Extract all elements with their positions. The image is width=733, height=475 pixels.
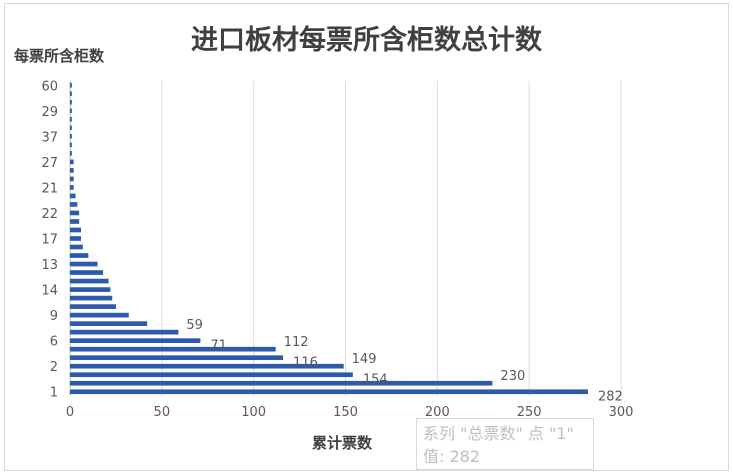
chart-title: 进口板材每票所含柜数总计数 bbox=[191, 25, 542, 56]
bar bbox=[70, 227, 82, 233]
bar bbox=[70, 261, 98, 267]
bar bbox=[70, 244, 83, 250]
bar bbox=[70, 355, 284, 361]
bar bbox=[70, 380, 493, 386]
y-tick-label: 2 bbox=[50, 360, 58, 375]
bar bbox=[70, 168, 74, 173]
x-tick-label: 0 bbox=[66, 405, 74, 420]
bar bbox=[70, 185, 74, 190]
data-label: 154 bbox=[363, 373, 388, 388]
bar bbox=[70, 99, 72, 105]
y-tick-label: 17 bbox=[41, 233, 58, 248]
data-label: 71 bbox=[210, 339, 227, 354]
bar bbox=[70, 312, 129, 318]
y-axis-title: 每票所含柜数 bbox=[14, 47, 105, 65]
x-tick-label: 300 bbox=[609, 405, 634, 420]
bar bbox=[70, 176, 74, 182]
bar bbox=[70, 116, 72, 122]
tooltip-value: 值: 282 bbox=[423, 447, 481, 466]
y-tick-label: 6 bbox=[50, 335, 58, 350]
bar bbox=[70, 321, 148, 326]
bar bbox=[70, 91, 72, 97]
x-tick-label: 150 bbox=[333, 405, 358, 420]
bar bbox=[70, 202, 78, 207]
y-tick-label: 27 bbox=[41, 156, 58, 171]
bar bbox=[70, 338, 201, 344]
bar bbox=[70, 210, 80, 216]
y-tick-label: 14 bbox=[41, 284, 58, 299]
y-tick-label: 37 bbox=[41, 130, 58, 145]
x-axis-title: 累计票数 bbox=[311, 434, 372, 452]
data-label: 230 bbox=[500, 369, 525, 384]
data-point-tooltip: 系列 "总票数" 点 "1" 值: 282 bbox=[416, 418, 594, 470]
data-label: 116 bbox=[293, 356, 318, 371]
bar bbox=[70, 270, 104, 275]
bar bbox=[70, 193, 76, 199]
y-tick-label: 9 bbox=[50, 309, 58, 324]
y-tick-label: 21 bbox=[41, 181, 58, 196]
bar bbox=[70, 253, 89, 258]
bar bbox=[70, 159, 74, 165]
y-tick-label: 29 bbox=[41, 105, 58, 120]
data-label: 282 bbox=[598, 390, 623, 405]
chart-frame bbox=[4, 3, 729, 471]
bar bbox=[70, 346, 276, 352]
bar bbox=[70, 389, 588, 395]
x-tick-label: 50 bbox=[154, 405, 171, 420]
x-tick-label: 250 bbox=[517, 405, 542, 420]
bar bbox=[70, 329, 179, 335]
bar bbox=[70, 151, 72, 156]
bar bbox=[70, 372, 353, 378]
bar bbox=[70, 304, 116, 309]
data-label: 59 bbox=[186, 318, 203, 333]
x-tick-label: 200 bbox=[425, 405, 450, 420]
data-label: 112 bbox=[284, 335, 309, 350]
bar bbox=[70, 295, 113, 301]
y-tick-label: 22 bbox=[41, 207, 58, 222]
y-tick-label: 13 bbox=[41, 258, 58, 273]
bar bbox=[70, 125, 72, 131]
bar bbox=[70, 82, 72, 88]
y-tick-label: 1 bbox=[50, 386, 58, 401]
bar bbox=[70, 142, 72, 148]
tooltip-series-point: 系列 "总票数" 点 "1" bbox=[423, 424, 574, 443]
bar bbox=[70, 278, 109, 284]
data-label: 149 bbox=[352, 352, 377, 367]
bar bbox=[70, 236, 82, 241]
bar bbox=[70, 363, 344, 369]
y-tick-label: 60 bbox=[41, 79, 58, 94]
bar bbox=[70, 133, 72, 139]
bar bbox=[70, 219, 80, 224]
x-tick-label: 100 bbox=[241, 405, 266, 420]
bar bbox=[70, 108, 72, 114]
bar bbox=[70, 287, 111, 292]
